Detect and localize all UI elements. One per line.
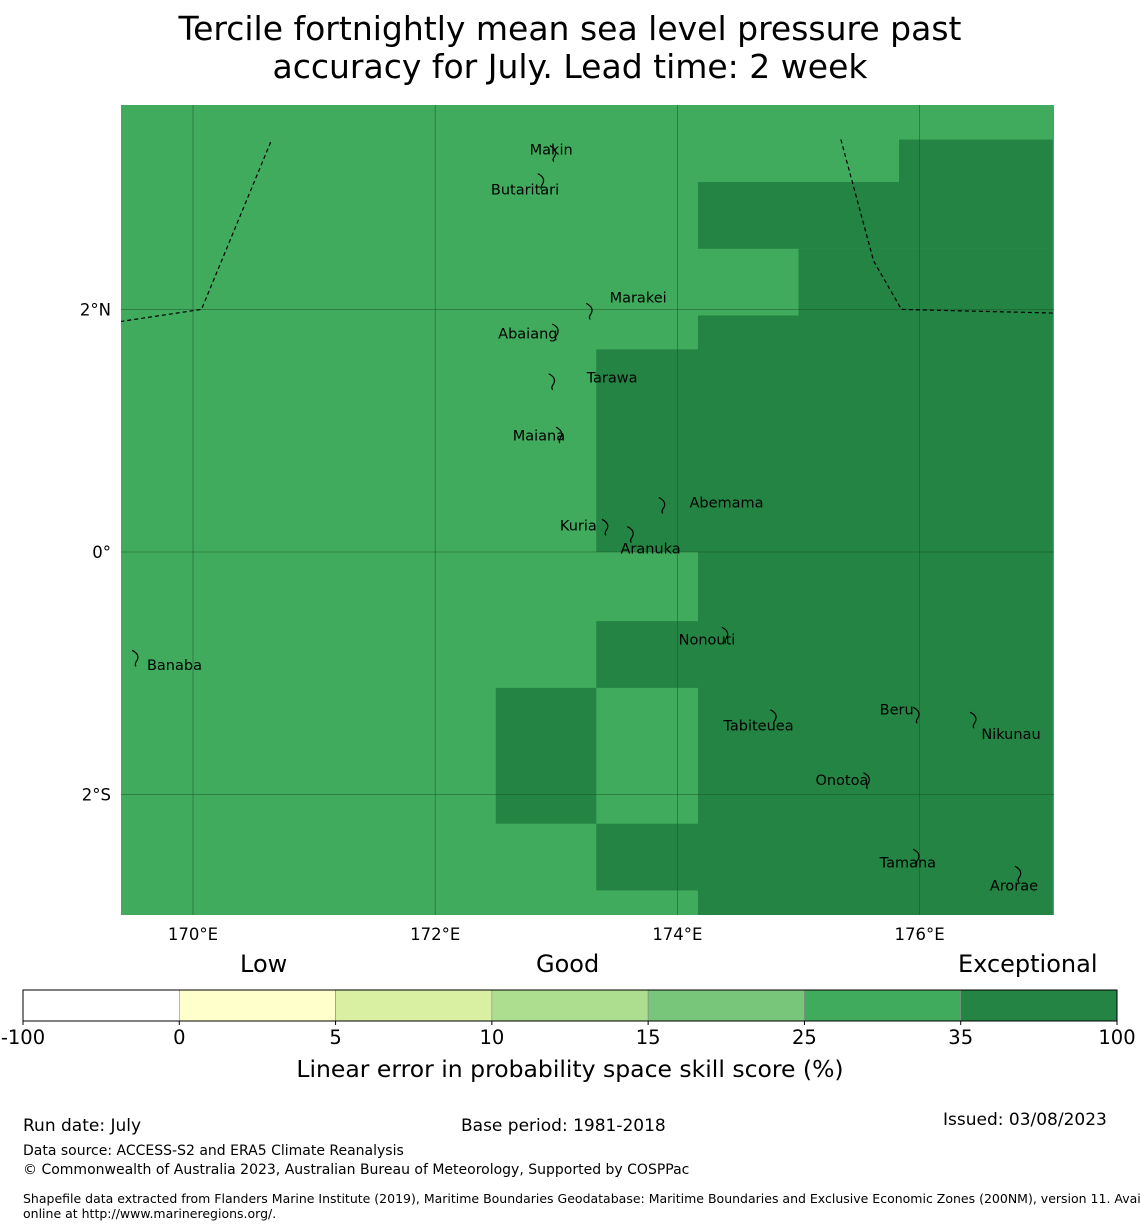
title-line-1: Tercile fortnightly mean sea level press…	[178, 9, 962, 48]
skill-map: Makin Butaritari Marakei Abaiang Tarawa Maian…	[1, 105, 1136, 1083]
shapefile-credit-line-2: online at http://www.marineregions.org/.	[23, 1206, 277, 1221]
island-outline-tamana	[912, 848, 920, 866]
skill-cell-35-100	[596, 823, 698, 891]
colorbar-bin--100-to-0	[22, 989, 180, 1022]
island-outline-beru	[912, 706, 920, 724]
skill-cell-35-100	[596, 621, 698, 688]
colorbar-tick-label: 15	[636, 1026, 661, 1049]
colorbar-tick-label: -100	[1, 1026, 45, 1049]
island-label-maiana: Maiana	[513, 429, 565, 445]
base-period: Base period: 1981-2018	[461, 1116, 666, 1136]
colorbar-tick-label: 10	[479, 1026, 504, 1049]
skill-cell-35-100	[495, 687, 597, 824]
data-source: Data source: ACCESS-S2 and ERA5 Climate …	[23, 1143, 404, 1159]
colorbar-tick-label: 100	[1098, 1026, 1135, 1049]
copyright: © Commonwealth of Australia 2023, Austra…	[23, 1162, 690, 1178]
island-label-tabiteuea: Tabiteuea	[722, 718, 793, 734]
lat-tick-label: 2°N	[80, 300, 111, 319]
island-outline-makin	[549, 145, 557, 163]
eez-boundary-line	[121, 139, 273, 323]
skill-cell-35-100	[899, 139, 1053, 183]
island-outline-kuria	[601, 518, 609, 536]
island-label-beru: Beru	[880, 703, 914, 719]
run-date: Run date: July	[23, 1116, 142, 1136]
lat-tick-label: 2°S	[82, 786, 111, 805]
island-label-abaiang: Abaiang	[498, 327, 557, 343]
colorbar-tick-label: 0	[173, 1026, 185, 1049]
island-label-kuria: Kuria	[560, 518, 597, 534]
island-label-nonouti: Nonouti	[679, 632, 736, 648]
island-label-arorae: Arorae	[990, 879, 1038, 895]
lon-tick-label: 170°E	[168, 925, 218, 944]
skill-cell-35-100	[697, 315, 1053, 350]
issued-date: Issued: 03/08/2023	[943, 1110, 1107, 1130]
island-outline-abaiang	[552, 323, 559, 341]
colorbar-bin-0-to-5	[178, 989, 336, 1022]
island-label-abemama: Abemama	[690, 495, 764, 511]
island-outline-arorae	[1014, 865, 1022, 883]
island-label-tamana: Tamana	[879, 856, 936, 872]
island-outline-aranuka	[627, 526, 634, 544]
title-line-2: accuracy for July. Lead time: 2 week	[272, 47, 868, 86]
skill-cell-35-100	[697, 182, 1053, 249]
colorbar-bin-25-to-35	[804, 989, 962, 1022]
island-outline-onotoa	[863, 772, 870, 790]
island-outline-maiana	[555, 426, 563, 444]
colorbar-bin-5-to-10	[335, 989, 493, 1022]
island-outline-tabiteuea	[770, 709, 777, 727]
skill-cell-35-100	[798, 248, 1053, 316]
island-outline-nonouti	[721, 626, 729, 644]
island-outline-marakei	[585, 302, 593, 320]
colorbar-bin-15-to-25	[647, 989, 805, 1022]
island-label-makin: Makin	[530, 142, 573, 158]
island-outline-tarawa	[548, 373, 556, 391]
colorbar-tick-label: 5	[329, 1026, 341, 1049]
island-outline-banaba	[131, 649, 139, 667]
island-label-onotoa: Onotoa	[815, 773, 868, 789]
colorbar-low-label: Low	[240, 950, 288, 978]
skill-cell-35-100	[697, 552, 1053, 915]
skill-cell-35-100	[596, 349, 1053, 552]
map-title: Tercile fortnightly mean sea level press…	[0, 10, 1140, 86]
island-label-tarawa: Tarawa	[586, 370, 638, 386]
colorbar-good-label: Good	[536, 950, 600, 978]
colorbar-exceptional-label: Exceptional	[958, 950, 1098, 978]
island-label-butaritari: Butaritari	[491, 182, 559, 198]
lon-tick-label: 176°E	[895, 925, 945, 944]
colorbar-bin-35-to-100	[960, 989, 1118, 1022]
island-outline-butaritari	[537, 173, 545, 191]
island-label-banaba: Banaba	[147, 658, 202, 674]
island-outline-nikunau	[969, 711, 977, 729]
colorbar-tick-label: 25	[792, 1026, 817, 1049]
island-label-aranuka: Aranuka	[620, 541, 680, 557]
colorbar-bin-10-to-15	[491, 989, 649, 1022]
shapefile-credit-line-1: Shapefile data extracted from Flanders M…	[23, 1191, 1140, 1206]
colorbar-frame	[22, 989, 1118, 1022]
lon-tick-label: 172°E	[410, 925, 460, 944]
colorbar-tick-label: 35	[948, 1026, 973, 1049]
plot-area: Makin Butaritari Marakei Abaiang Tarawa Maian…	[121, 105, 1054, 915]
island-outline-abemama	[658, 496, 666, 514]
island-label-nikunau: Nikunau	[981, 727, 1040, 743]
lon-tick-label: 174°E	[652, 925, 702, 944]
island-label-marakei: Marakei	[610, 290, 667, 306]
lat-tick-label: 0°	[92, 543, 111, 562]
colorbar-axis-label: Linear error in probability space skill …	[296, 1055, 843, 1083]
